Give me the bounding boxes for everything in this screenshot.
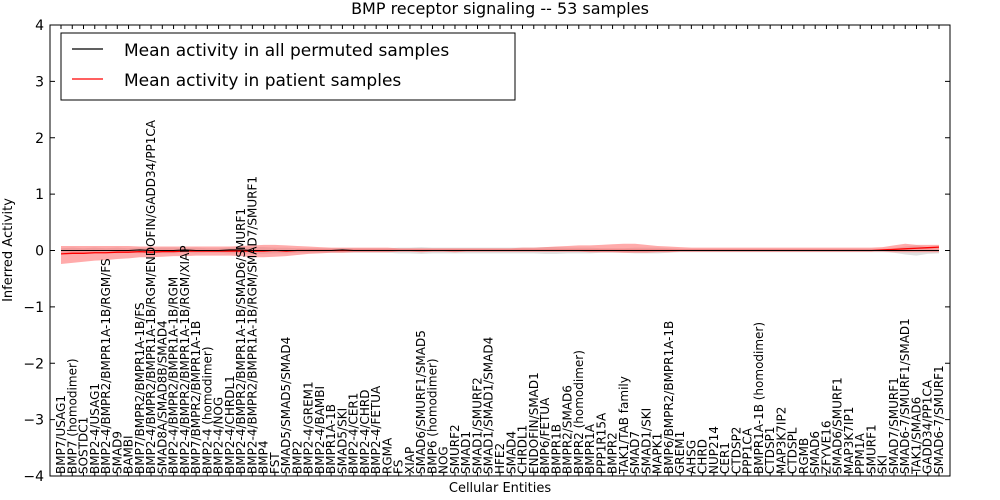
x-tick-label: HFE2: [493, 443, 507, 474]
x-tick-label: SMAD1/SMAD1/SMAD4: [482, 337, 496, 474]
x-tick-label: BMP2-4/CHRD: [358, 390, 372, 474]
x-tick-label: SMAD6-7/SMURF1: [932, 365, 946, 474]
x-tick-label: CTDSP1: [763, 427, 777, 474]
y-tick-label: 4: [35, 18, 44, 34]
x-tick-label: SMAD1/SKI: [639, 408, 653, 474]
series-line-permuted: [61, 249, 939, 252]
y-tick-label: −1: [23, 300, 44, 316]
x-tick-label: BMP6/BMPR2/BMPR1A-1B: [662, 321, 676, 474]
x-tick-label: BMP6/FETUA: [538, 397, 552, 474]
x-tick-label: BMP2-4/BAMBI: [313, 386, 327, 474]
x-tick-label: PPP1CA: [741, 427, 755, 474]
x-tick-label: BAMBI: [122, 435, 136, 474]
x-tick-label: BMP7/USAG1: [54, 395, 68, 474]
x-tick-label: BMP7/BMPR2/BMPR1A-1B: [189, 321, 203, 474]
x-tick-label: SMAD6: [808, 431, 822, 474]
y-tick-label: 3: [35, 74, 44, 90]
x-tick-label: BMP2-4/BMPR2/BMPR1A-1B/SMAD6/SMURF1: [234, 208, 248, 474]
x-tick-label: GREM1: [673, 431, 687, 474]
y-tick-label: −4: [23, 469, 44, 485]
band-patient: [61, 243, 939, 265]
x-tick-label: SMAD6-7/SMURF1/SMAD1: [898, 318, 912, 474]
y-tick-label: −3: [23, 413, 44, 429]
x-tick-label: CER1: [718, 442, 732, 474]
x-tick-label: NOG: [437, 446, 451, 474]
x-tick-label: PPP1R15A: [594, 412, 608, 474]
x-tick-label: BMP2-4/BMPR2/BMPR1A-1B/RGM/XIAP: [178, 245, 192, 474]
chart-title: BMP receptor signaling -- 53 samples: [351, 0, 649, 18]
x-tick-label: TAK1/TAB family: [617, 376, 631, 475]
x-tick-label: BMP2-4/BMPR2/BMPR1A-1B/RGM/ENDOFIN/GADD3…: [144, 119, 158, 474]
x-tick-label: CHRD: [696, 439, 710, 474]
x-tick-label: SMAD5/SMAD5/SMAD4: [279, 337, 293, 474]
x-tick-label: SMAD4: [504, 431, 518, 474]
legend-frame: [60, 32, 516, 101]
x-tick-label: ENDOFIN/SMAD1: [527, 372, 541, 474]
x-tick-label: CTDSPL: [786, 427, 800, 474]
x-tick-label: SKI: [876, 455, 890, 474]
x-axis-label: Cellular Entities: [449, 481, 551, 496]
x-tick-label: RGMA: [380, 437, 394, 474]
x-tick-label: BMP2-4/CER1: [347, 393, 361, 474]
x-tick-label: BMPR1B: [549, 424, 563, 474]
y-tick-label: 1: [35, 187, 44, 203]
x-tick-label: RGMB: [797, 438, 811, 474]
x-tick-label: FS: [392, 460, 406, 474]
x-tick-label: BMP2-4/GREM1: [302, 381, 316, 474]
legend-label-patient: Mean activity in patient samples: [124, 71, 401, 91]
x-tick-label: BMP7 (homodimer): [65, 358, 79, 474]
x-tick-label: BMPR1A-1B (homodimer): [752, 322, 766, 474]
x-tick-label: SMAD6/SMURF1/SMAD5: [414, 330, 428, 474]
x-tick-label: BMP7/BMPR2/BMPR1A-1B/FS: [133, 302, 147, 474]
x-tick-label: BMP2-4/CHRDL1: [223, 375, 237, 474]
x-tick-label: XIAP: [403, 447, 417, 474]
x-tick-label: SMAD5/SKI: [335, 408, 349, 474]
x-tick-label: BMP4: [257, 441, 271, 474]
x-tick-label: CTDSP2: [729, 427, 743, 474]
x-tick-label: BMPR1A: [583, 423, 597, 474]
x-tick-label: NUP214: [707, 426, 721, 474]
x-tick-label: MAP3K7IP1: [842, 407, 856, 474]
x-tick-label: BMP2: [290, 441, 304, 474]
x-tick-label: BMP6 (homodimer): [425, 358, 439, 474]
x-tick-label: SMAD1/SMURF2: [470, 377, 484, 474]
x-tick-label: BMP2-4/BMPR2/BMPR1A-1B/RGM/SMAD7/SMURF1: [245, 176, 259, 474]
legend: Mean activity in all permuted samples Me…: [60, 32, 516, 101]
y-axis-label: Inferred Activity: [1, 198, 16, 302]
x-tick-label: SMURF2: [448, 424, 462, 474]
x-tick-label: BMPR1A-1B: [324, 404, 338, 474]
x-tick-label: BMP2-4/FETUA: [369, 385, 383, 474]
x-tick-label: BMP2-4/BMPR2/BMPR1A-1B/RGM/FS: [99, 258, 113, 474]
x-tick-label: ZFYVE16: [819, 420, 833, 474]
x-tick-label: SMAD6/SMURF1: [831, 377, 845, 474]
x-tick-label: BMP2-4/USAG1: [88, 383, 102, 474]
x-tick-label: CHRDL1: [516, 425, 530, 474]
y-tick-label: −2: [23, 356, 44, 372]
y-tick-label: 2: [35, 131, 44, 147]
y-tick-label: 0: [35, 244, 44, 260]
x-tick-label: GADD34/PP1CA: [921, 379, 935, 474]
x-tick-label: BMP2-4/NOG: [212, 397, 226, 474]
x-tick-label: PPM1A: [853, 433, 867, 474]
legend-label-permuted: Mean activity in all permuted samples: [124, 41, 449, 61]
x-tick-label: FST: [268, 452, 282, 474]
x-tick-label: SMURF1: [864, 424, 878, 474]
x-tick-label: MAPK1: [651, 433, 665, 474]
x-tick-label: BMPR2/SMAD6: [561, 385, 575, 474]
x-tick-label: TAK1/SMAD6: [909, 397, 923, 475]
x-tick-label: SMAD9: [110, 431, 124, 474]
x-tick-label: SMAD1: [459, 431, 473, 474]
x-tick-label: BMP2-4 (homodimer): [200, 346, 214, 474]
x-tick-label: BMP2-4/BMPR2/BMPR1A-1B/RGM: [167, 277, 181, 474]
x-tick-label: SMAD7: [628, 431, 642, 474]
x-tick-label: SMAD8A/SMAD8B/SMAD4: [155, 320, 169, 474]
x-tick-label: MAP3K7IP2: [774, 407, 788, 474]
x-tick-label: SOSTDC1: [77, 417, 91, 474]
x-tick-label: AHSG: [684, 440, 698, 474]
x-tick-label: BMPR2 (homodimer): [572, 350, 586, 474]
x-tick-label: SMAD7/SMURF1: [887, 377, 901, 474]
x-tick-label: BMPR2: [606, 432, 620, 474]
